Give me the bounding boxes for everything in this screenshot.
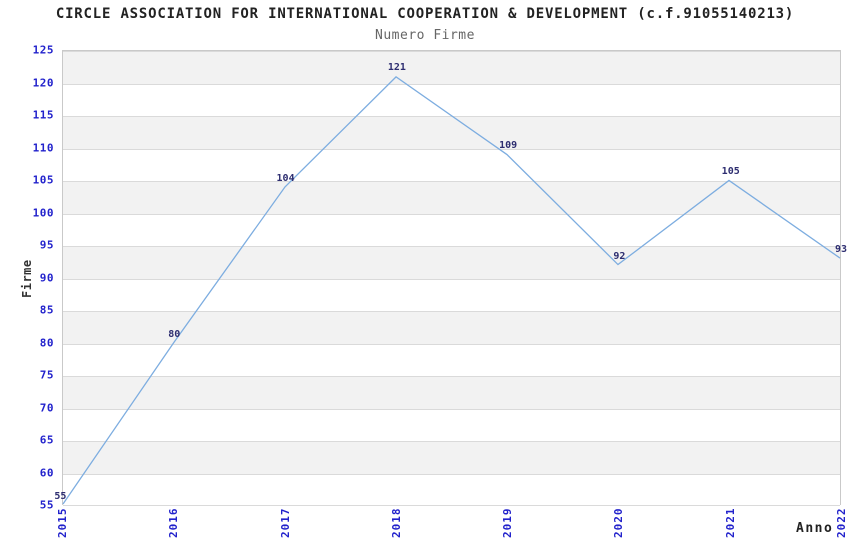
plot-band [63,148,840,181]
y-tick-label: 65 [39,433,54,447]
value-label: 104 [276,172,295,184]
plot-band [63,343,840,376]
x-tick-label: 2016 [167,507,181,539]
y-gridline [63,376,840,377]
value-label: 105 [721,166,740,177]
plot-band [63,181,840,214]
x-tick-label: 2019 [501,507,515,539]
series-svg [62,76,841,505]
x-axis-tick-labels: 2015 2016 2017 2018 2019 2020 2021 2022 [56,505,848,550]
y-tick-label: 115 [32,108,54,122]
y-gridline [63,51,840,52]
y-tick-label: 110 [32,141,54,154]
plot-band [63,441,840,474]
y-tick-label: 85 [39,303,54,317]
plot-band [63,116,840,149]
value-label: 93 [835,244,848,255]
value-label: 121 [387,62,406,73]
y-tick-label: 60 [39,466,54,479]
y-gridline [63,278,840,280]
plot-band [63,473,840,506]
y-tick-label: 95 [39,238,54,252]
plot-band [63,278,840,311]
plot-band [63,83,840,116]
y-tick-label: 120 [32,76,54,89]
y-gridline [63,181,840,182]
y-axis-tick-labels: 125 120 115 110 105 100 95 90 85 80 75 70 65 60 55 [0,44,54,512]
y-gridline [63,473,840,475]
x-tick-label: 2022 [835,507,848,539]
y-gridline [63,148,840,150]
plot-band [63,376,840,409]
y-gridline [63,213,840,215]
plot-band [63,51,840,84]
y-tick-label: 80 [39,336,54,349]
y-tick-label: 105 [32,173,54,187]
chart-subtitle: Numero Firme [375,28,475,43]
y-tick-label: 90 [39,271,54,284]
y-gridline [63,246,840,247]
y-tick-label: 75 [39,368,54,382]
y-tick-label: 125 [32,43,54,57]
value-label: 109 [499,140,518,151]
y-gridline [63,83,840,85]
value-labels: 55 80 104 121 109 92 105 93 [54,51,847,504]
y-gridline [63,311,840,312]
x-tick-label: 2020 [612,507,626,539]
x-tick-label: 2017 [278,507,292,539]
value-label: 55 [54,491,67,502]
plot-band [63,246,840,279]
series-line [62,76,841,505]
chart-title: CIRCLE ASSOCIATION FOR INTERNATIONAL COO… [55,6,795,22]
x-tick-label: 2015 [56,507,69,539]
y-tick-label: 100 [32,206,54,219]
x-axis-title: Anno [796,521,834,536]
value-label: 80 [168,328,181,340]
plot-area: 55 80 104 121 109 92 105 93 [54,50,847,506]
plot-band [63,213,840,246]
plot-band [63,408,840,441]
y-gridline [63,408,840,410]
y-gridline [63,505,840,506]
x-tick-label: 2021 [723,507,737,539]
y-tick-label: 55 [39,498,54,512]
x-tick-label: 2018 [389,507,403,539]
value-label: 92 [613,250,626,262]
plot-bands [63,51,840,506]
y-tick-label: 70 [39,401,54,414]
y-gridline [63,441,840,442]
y-gridline [63,343,840,345]
